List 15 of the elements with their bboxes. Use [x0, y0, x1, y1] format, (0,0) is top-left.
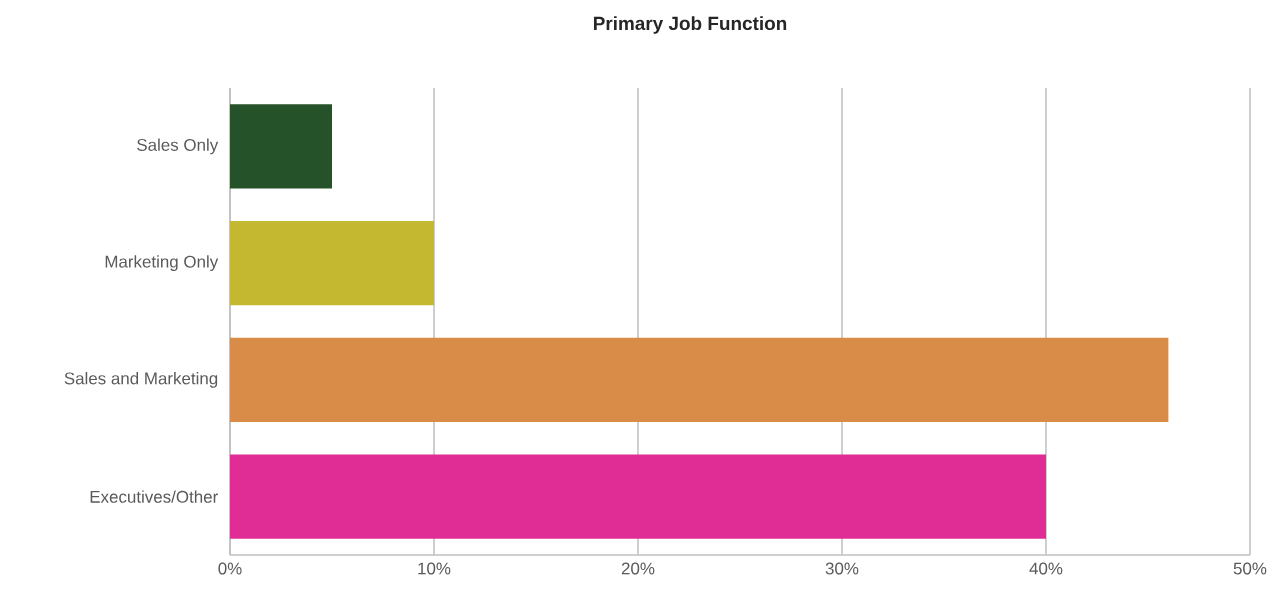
x-tick-label: 10%	[418, 562, 451, 575]
bar	[230, 337, 1169, 422]
y-tick-label: Sales Only	[137, 138, 219, 155]
x-tick-label: 30%	[825, 562, 859, 575]
y-tick-label: Marketing Only	[105, 255, 219, 271]
y-tick-label: Sales and Marketing	[64, 371, 218, 388]
y-tick-label: Executives/Other	[90, 490, 218, 503]
bar	[230, 454, 1046, 539]
x-tick-label: 40%	[1029, 562, 1063, 575]
bar	[230, 104, 333, 189]
chart-title: Primary Job Function	[593, 16, 787, 34]
x-tick-label: 0%	[218, 562, 242, 575]
x-tick-label: 20%	[621, 562, 655, 575]
bar	[230, 221, 434, 306]
x-tick-label: 50%	[1233, 562, 1267, 575]
